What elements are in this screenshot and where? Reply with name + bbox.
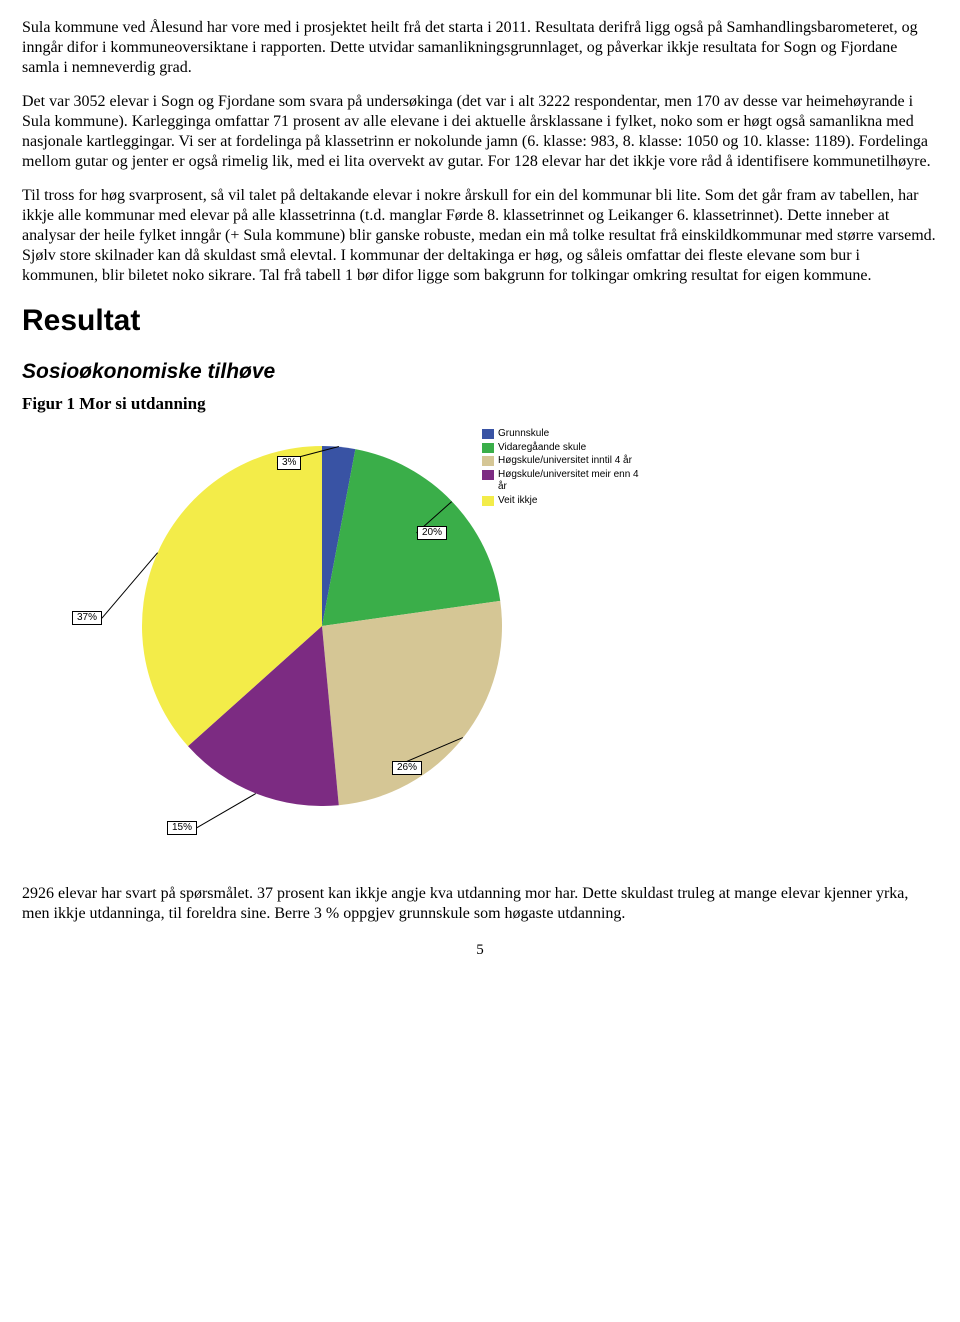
paragraph-3: Til tross for høg svarprosent, så vil ta… <box>22 186 938 286</box>
legend-item: Høgskule/universitet inntil 4 år <box>482 455 648 468</box>
legend-swatch <box>482 456 494 466</box>
paragraph-4: 2926 elevar har svart på spørsmålet. 37 … <box>22 884 938 924</box>
legend-item: Vidaregåande skule <box>482 442 648 455</box>
legend-swatch <box>482 496 494 506</box>
callout-label: 20% <box>417 526 447 540</box>
figure-caption: Figur 1 Mor si utdanning <box>22 394 938 414</box>
legend-item: Grunnskule <box>482 428 648 441</box>
legend-label: Vidaregåande skule <box>498 442 586 455</box>
legend-item: Veit ikkje <box>482 495 648 508</box>
pie-svg <box>142 446 502 806</box>
subsection-heading: Sosioøkonomiske tilhøve <box>22 360 938 384</box>
legend-item: Høgskule/universitet meir enn 4 år <box>482 469 648 494</box>
legend-swatch <box>482 470 494 480</box>
page-number: 5 <box>22 942 938 959</box>
callout-label: 3% <box>277 456 301 470</box>
callout-label: 26% <box>392 761 422 775</box>
legend-label: Høgskule/universitet meir enn 4 år <box>498 469 648 494</box>
chart-legend: GrunnskuleVidaregåande skuleHøgskule/uni… <box>482 428 648 508</box>
paragraph-2: Det var 3052 elevar i Sogn og Fjordane s… <box>22 92 938 172</box>
pie-chart-canvas <box>142 446 502 811</box>
legend-label: Grunnskule <box>498 428 549 441</box>
legend-swatch <box>482 443 494 453</box>
paragraph-1: Sula kommune ved Ålesund har vore med i … <box>22 18 938 78</box>
legend-label: Høgskule/universitet inntil 4 år <box>498 455 632 468</box>
section-heading-resultat: Resultat <box>22 304 938 338</box>
legend-label: Veit ikkje <box>498 495 537 508</box>
legend-swatch <box>482 429 494 439</box>
callout-label: 15% <box>167 821 197 835</box>
pie-chart-figure-1: GrunnskuleVidaregåande skuleHøgskule/uni… <box>62 426 702 866</box>
callout-label: 37% <box>72 611 102 625</box>
